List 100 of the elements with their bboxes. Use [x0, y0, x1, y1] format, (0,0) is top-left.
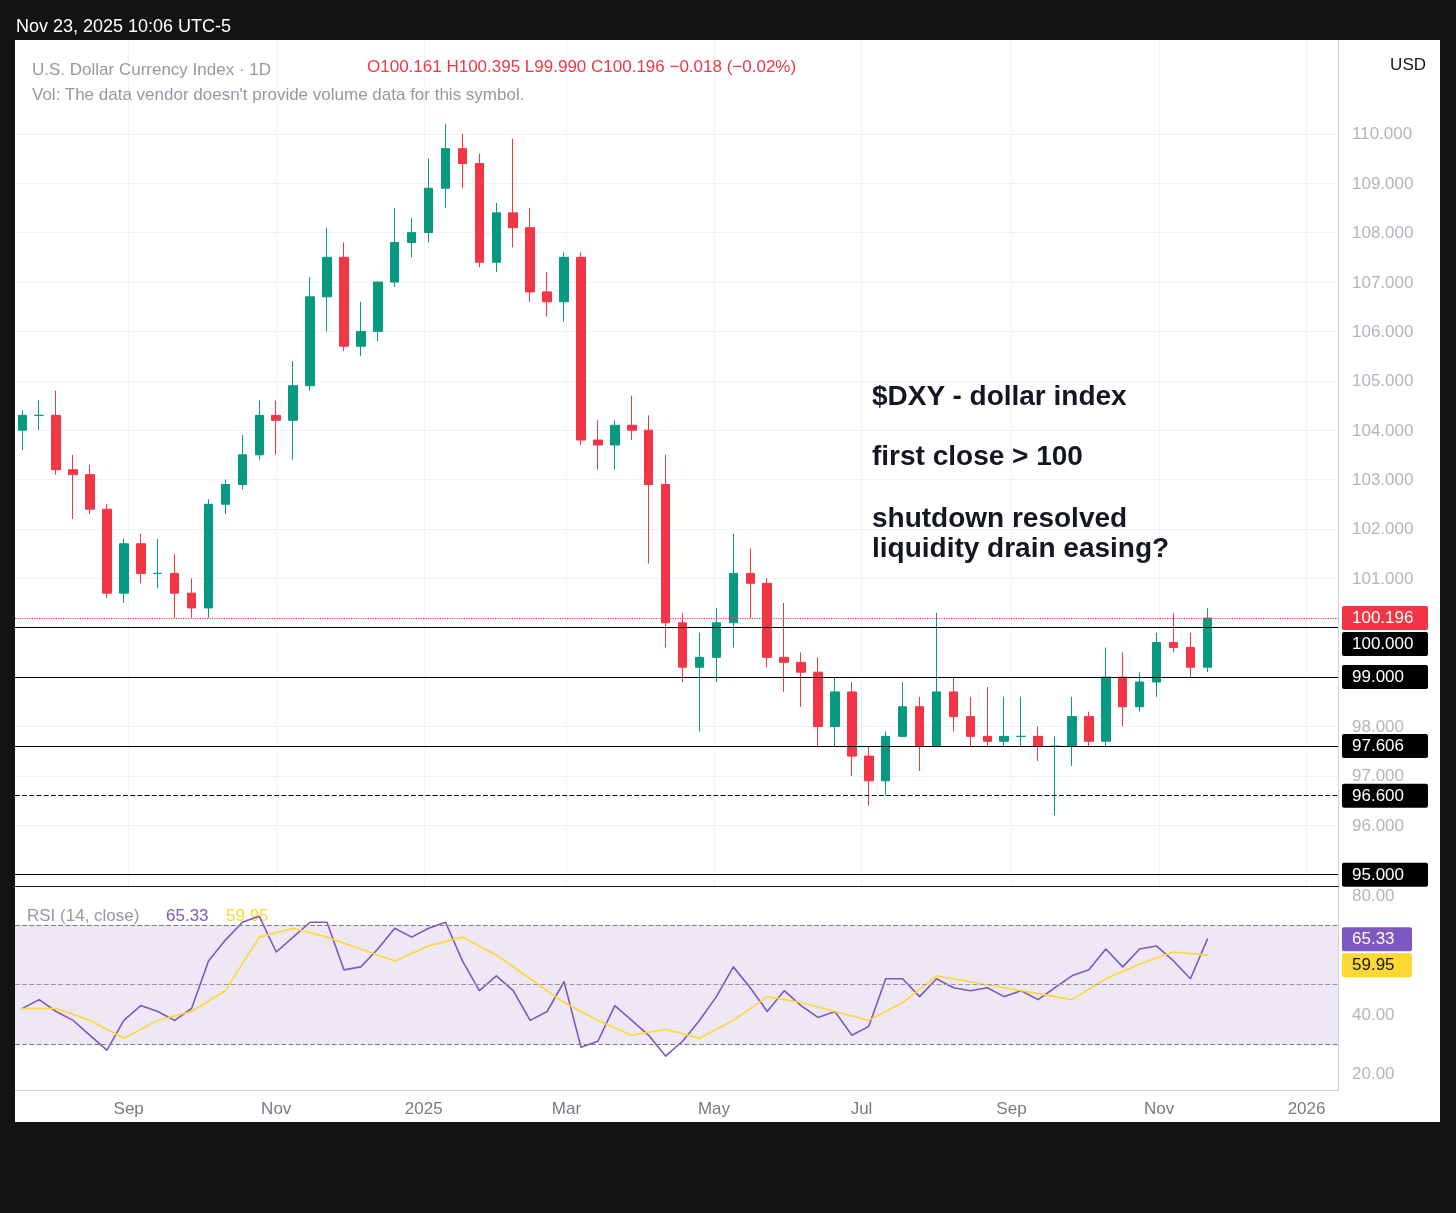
candlestick	[1118, 651, 1127, 727]
candlestick	[1203, 607, 1212, 673]
candlestick	[271, 400, 281, 456]
ref-line-label: 100.196	[1352, 608, 1414, 628]
annotation: 59.95	[226, 906, 269, 925]
candlestick	[525, 207, 535, 303]
y-tick-label: 103.000	[1352, 470, 1414, 490]
candlestick	[864, 745, 874, 807]
candlestick	[542, 271, 552, 318]
candlestick	[322, 227, 332, 332]
candlestick	[847, 681, 857, 777]
y-tick-label: 101.000	[1352, 568, 1414, 588]
annotation: shutdown resolved liquidity drain easing?	[872, 501, 1170, 563]
x-tick-label: Nov	[1143, 1099, 1175, 1118]
candlestick	[966, 696, 975, 747]
candlestick	[85, 464, 95, 515]
y-tick-label: 107.000	[1352, 272, 1414, 292]
candlestick	[458, 133, 467, 189]
candlestick	[999, 696, 1009, 747]
text: 65.33	[1352, 929, 1395, 949]
candlestick	[1186, 632, 1195, 678]
candlestick	[915, 696, 924, 772]
candlestick	[221, 479, 230, 515]
candlestick	[712, 607, 721, 683]
candlestick	[796, 651, 806, 708]
candlestick	[644, 414, 653, 565]
candlestick	[136, 533, 146, 584]
y-tick-label: 97.000	[1352, 766, 1404, 786]
y-axis-title: USD	[1390, 55, 1427, 74]
y-tick-label: 80.00	[1352, 886, 1395, 905]
y-tick-label: 105.000	[1352, 371, 1414, 391]
candlestick	[729, 533, 738, 648]
candlestick	[610, 419, 620, 471]
ref-line-label: 95.000	[1352, 864, 1404, 884]
candlestick	[424, 158, 433, 243]
candlestick	[288, 360, 298, 461]
y-tick-label: 106.000	[1352, 321, 1414, 341]
candlestick	[153, 538, 162, 589]
candlestick	[1135, 671, 1144, 713]
candlestick	[949, 676, 958, 732]
ref-line-label: 97.606	[1352, 735, 1404, 755]
y-tick-label: 96.000	[1352, 815, 1404, 835]
candlestick	[559, 251, 569, 323]
candlestick	[255, 400, 264, 461]
candlestick	[238, 434, 247, 490]
candlestick	[204, 498, 213, 619]
candlestick	[898, 681, 907, 737]
candlestick	[1067, 696, 1077, 767]
candlestick	[508, 138, 518, 248]
candlestick	[18, 409, 27, 451]
x-tick-label: Jul	[850, 1099, 873, 1118]
candlestick	[813, 656, 823, 747]
text: U.S. Dollar Currency Index · 1D	[32, 60, 272, 79]
candlestick	[1033, 725, 1043, 762]
candlestick	[373, 281, 383, 342]
ref-line-label: 96.600	[1352, 785, 1404, 805]
candlestick	[187, 577, 196, 619]
annotation: O100.161 H100.395 L99.990 C100.196 −0.018 (−0.02%)	[367, 57, 797, 76]
candlestick	[1152, 632, 1161, 698]
text: 59.95	[1352, 955, 1395, 975]
candlestick	[881, 730, 890, 797]
candlestick	[983, 686, 992, 747]
candlestick	[68, 454, 78, 520]
text: RSI (14, close)	[27, 906, 140, 925]
x-tick-label: 2025	[404, 1099, 443, 1118]
candlestick	[407, 217, 416, 258]
candlestick	[1101, 646, 1111, 747]
x-tick-label: Mar	[551, 1099, 582, 1118]
candlestick	[1084, 711, 1094, 747]
candlestick	[390, 207, 399, 288]
candlestick	[932, 612, 941, 747]
x-tick-label: Nov	[261, 1099, 292, 1118]
annotation: 65.33	[166, 906, 209, 925]
text: Nov 23, 2025 10:06 UTC-5	[16, 16, 232, 37]
text: Vol: The data vendor doesn't provide volume data for this symbol.	[32, 85, 525, 104]
candlestick	[695, 632, 704, 732]
candlestick	[1016, 696, 1026, 747]
candlestick	[356, 301, 366, 357]
candlestick	[102, 503, 112, 599]
candlestick	[830, 676, 840, 747]
candlestick	[627, 395, 637, 441]
candlestick	[119, 538, 129, 604]
y-tick-label: 98.000	[1352, 716, 1404, 736]
candlestick	[51, 390, 61, 476]
y-tick-label: 40.00	[1352, 1004, 1395, 1024]
y-tick-label: 20.00	[1352, 1064, 1395, 1084]
candlestick	[339, 241, 349, 352]
line-series	[21, 927, 1209, 1040]
candlestick	[593, 419, 603, 471]
x-tick-label: May	[697, 1099, 731, 1118]
candlestick	[475, 153, 484, 268]
y-tick-label: 102.000	[1352, 519, 1414, 539]
candlestick	[441, 123, 450, 209]
y-tick-label: 108.000	[1352, 223, 1414, 243]
y-tick-label: 104.000	[1352, 420, 1414, 440]
x-tick-label: Sep	[113, 1099, 144, 1118]
annotation: $DXY - dollar index	[872, 379, 1128, 411]
candlestick	[576, 251, 586, 446]
y-tick-label: 109.000	[1352, 173, 1414, 193]
ref-line-label: 100.000	[1352, 634, 1414, 654]
